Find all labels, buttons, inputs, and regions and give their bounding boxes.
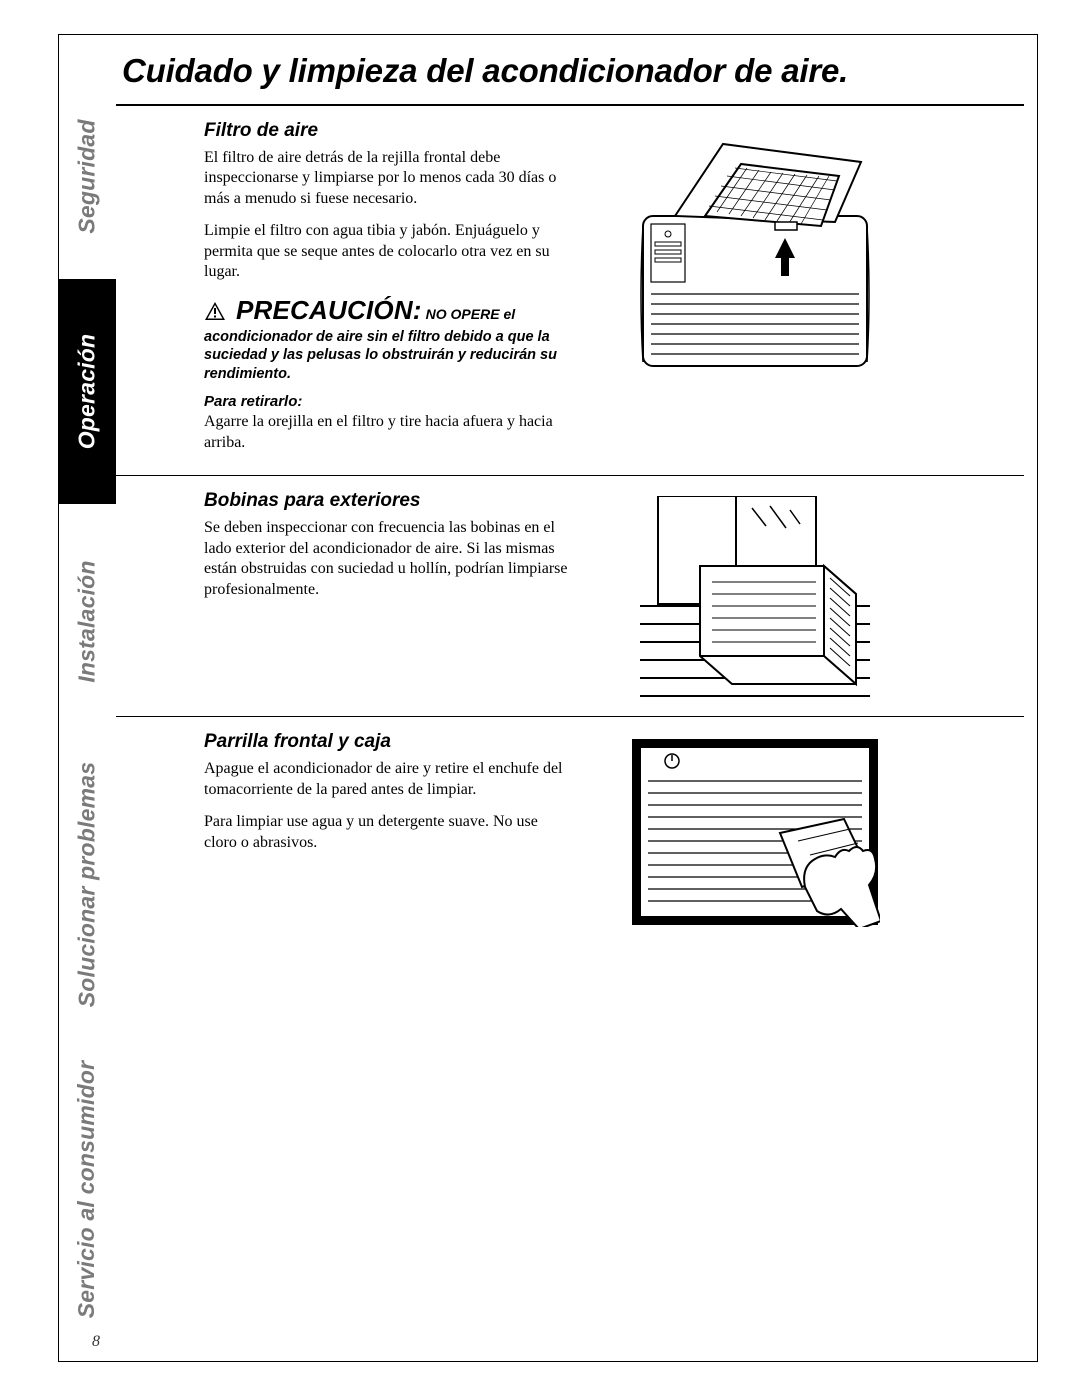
body-text: Apague el acondicionador de aire y retir… [204, 759, 571, 800]
side-tabs: Seguridad Operación Instalación Solucion… [58, 34, 116, 1362]
section-heading: Bobinas para exteriores [204, 490, 571, 512]
tab-label: Solucionar problemas [74, 761, 101, 1007]
section-text: Filtro de aire El filtro de aire detrás … [116, 120, 571, 465]
caution-tail: NO OPERE el [426, 306, 515, 322]
caution-body: acondicionador de aire sin el filtro deb… [204, 328, 571, 384]
section-text: Bobinas para exteriores Se deben inspecc… [116, 490, 571, 706]
tab-servicio[interactable]: Servicio al consumidor [58, 1029, 116, 1349]
tab-label: Seguridad [74, 119, 101, 233]
section-parrilla: Parrilla frontal y caja Apague el acondi… [116, 717, 1024, 937]
figure-filter [625, 126, 885, 376]
caution-word: PRECAUCIÓN: [236, 295, 422, 325]
figure-col [595, 731, 915, 927]
figure-col [595, 120, 915, 465]
manual-page: Seguridad Operación Instalación Solucion… [0, 0, 1080, 1397]
section-text: Parrilla frontal y caja Apague el acondi… [116, 731, 571, 927]
figure-col [595, 490, 915, 706]
body-text: Para limpiar use agua y un detergente su… [204, 812, 571, 853]
tab-instalacion[interactable]: Instalación [58, 504, 116, 739]
body-text: Agarre la orejilla en el filtro y tire h… [204, 412, 571, 453]
body-text: Limpie el filtro con agua tibia y jabón.… [204, 221, 571, 282]
body-text: El filtro de aire detrás de la rejilla f… [204, 148, 571, 209]
figure-exterior [640, 496, 870, 706]
tab-seguridad[interactable]: Seguridad [58, 74, 116, 279]
figure-cleaning [630, 737, 880, 927]
section-heading: Parrilla frontal y caja [204, 731, 571, 753]
sub-subheading: Para retirarlo: [204, 393, 571, 410]
section-bobinas: Bobinas para exteriores Se deben inspecc… [116, 476, 1024, 716]
tab-label: Instalación [74, 560, 101, 682]
page-title: Cuidado y limpieza del acondicionador de… [116, 34, 1038, 104]
warning-icon [204, 301, 226, 326]
section-filtro: Filtro de aire El filtro de aire detrás … [116, 106, 1024, 475]
tab-solucionar[interactable]: Solucionar problemas [58, 739, 116, 1029]
body-text: Se deben inspeccionar con frecuencia las… [204, 518, 571, 600]
section-heading: Filtro de aire [204, 120, 571, 142]
tab-label: Operación [74, 334, 101, 450]
tab-operacion[interactable]: Operación [58, 279, 116, 504]
content-area: Cuidado y limpieza del acondicionador de… [116, 34, 1038, 937]
page-number: 8 [92, 1333, 100, 1351]
tab-label: Servicio al consumidor [74, 1060, 101, 1317]
caution-line: PRECAUCIÓN: NO OPERE el [204, 295, 571, 326]
